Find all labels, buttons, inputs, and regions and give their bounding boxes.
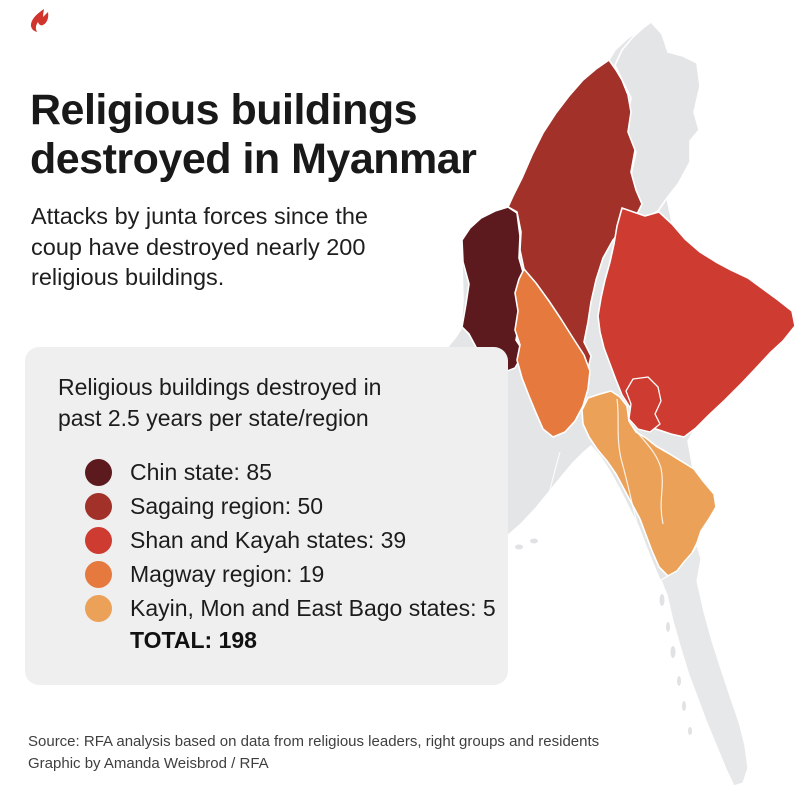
- map-region-magway: [514, 268, 591, 438]
- kayin-mon-east-bago-color-dot: [85, 594, 112, 622]
- legend-heading-line-1: Religious buildings destroyed in: [58, 374, 382, 400]
- legend-item-label: Shan and Kayah states: 39: [130, 526, 407, 553]
- subtitle: Attacks by junta forces since the coup h…: [31, 201, 368, 293]
- title-line-1: Religious buildings: [30, 86, 418, 134]
- subtitle-line-3: religious buildings.: [31, 264, 225, 291]
- legend-item-label: Magway region: 19: [130, 560, 325, 587]
- legend-total: TOTAL: 198: [130, 627, 257, 654]
- title-line-2: destroyed in Myanmar: [30, 134, 477, 183]
- legend-heading-line-2: past 2.5 years per state/region: [58, 405, 369, 432]
- legend-items: Chin state: 85 Sagaing region: 50 Shan a…: [58, 455, 496, 654]
- credit-line: Graphic by Amanda Weisbrod / RFA: [28, 754, 269, 772]
- map-region-tanintharyi: [660, 544, 749, 787]
- subtitle-line-1: Attacks by junta forces since the: [31, 203, 368, 229]
- magway-color-dot: [85, 560, 112, 588]
- legend-card: Religious buildings destroyed in past 2.…: [25, 347, 508, 685]
- chin-color-dot: [85, 458, 112, 486]
- legend-heading: Religious buildings destroyed in past 2.…: [58, 372, 488, 434]
- legend-item-magway: Magway region: 19: [58, 557, 488, 591]
- legend-item-label: Chin state: 85: [130, 458, 272, 485]
- legend-item-label: Sagaing region: 50: [130, 492, 324, 519]
- legend-item-kayin-mon-east-bago: Kayin, Mon and East Bago states: 5: [58, 591, 496, 625]
- map-region-kayah: [625, 376, 662, 433]
- legend-item-label: Kayin, Mon and East Bago states: 5: [130, 594, 496, 621]
- page-title: Religious buildings destroyed in Myanmar: [30, 86, 477, 183]
- shan-kayah-color-dot: [85, 526, 112, 554]
- sagaing-color-dot: [85, 492, 112, 520]
- subtitle-line-2: coup have destroyed nearly 200: [31, 233, 366, 260]
- source-line: Source: RFA analysis based on data from …: [28, 733, 600, 750]
- legend-item-chin: Chin state: 85: [58, 455, 488, 489]
- map-region-shan: [597, 207, 796, 438]
- rfa-logo-icon: [30, 9, 49, 32]
- legend-item-sagaing: Sagaing region: 50: [58, 489, 488, 523]
- source-note: Source: RFA analysis based on data from …: [28, 731, 599, 775]
- legend-item-shan-kayah: Shan and Kayah states: 39: [58, 523, 488, 557]
